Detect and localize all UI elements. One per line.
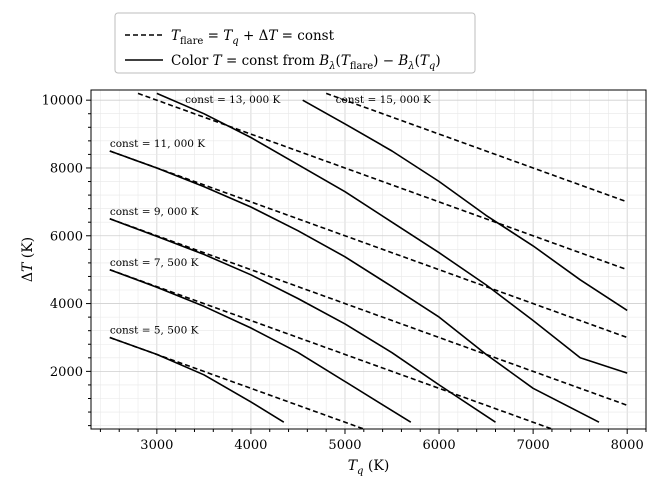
series-layer [109, 92, 628, 429]
solid-series-line-7500 [109, 268, 412, 423]
solid-series-line-13000 [156, 92, 628, 374]
x-tick-label: 3000 [140, 438, 173, 453]
dashed-series-line-9000 [109, 218, 628, 407]
solid-series-line-5500 [109, 336, 285, 423]
dashed-series-line-11000 [109, 150, 628, 339]
legend-entry-solid: Color T = const from Bλ(Tflare) − Bλ(Tq) [171, 53, 441, 72]
x-axis-label: Tq (K) [348, 458, 390, 477]
dashed-series-line-15000 [325, 92, 628, 203]
solid-series-line-11000 [109, 150, 600, 423]
y-tick-label: 8000 [50, 161, 83, 176]
x-tick-label: 7000 [517, 438, 550, 453]
solid-series-line-15000 [302, 99, 628, 312]
solid-series-line-9000 [109, 218, 496, 423]
annotation-label: const = 9, 000 K [110, 206, 199, 218]
legend: Tflare = Tq + ΔT = const Color T = const… [114, 12, 476, 74]
y-tick-label: 6000 [50, 229, 83, 244]
annotation-label: const = 7, 500 K [110, 257, 199, 269]
x-tick-label: 6000 [423, 438, 456, 453]
dashed-series-line-13000 [137, 92, 628, 271]
legend-entry-dashed: Tflare = Tq + ΔT = const [171, 28, 335, 47]
dashed-series-line-7500 [109, 268, 553, 429]
plot-frame [90, 89, 647, 430]
legend-box [114, 12, 476, 74]
x-tick-label: 8000 [611, 438, 644, 453]
y-tick-label: 4000 [50, 297, 83, 312]
annotation-label: const = 11, 000 K [110, 138, 205, 150]
x-tick-label: 5000 [328, 438, 361, 453]
y-tick-label: 2000 [50, 365, 83, 380]
ticks: 3000 4000 5000 6000 7000 8000 2000 4000 6000 8000… [42, 94, 647, 453]
annotation-label: const = 15, 000 K [336, 94, 431, 106]
y-tick-label: 10000 [42, 94, 83, 109]
annotation-label: const = 5, 500 K [110, 325, 199, 337]
grid [91, 90, 647, 429]
y-axis-label: ΔT (K) [20, 237, 36, 282]
x-tick-label: 4000 [234, 438, 267, 453]
annotations: const = 13, 000 K const = 15, 000 K const … [110, 94, 431, 337]
annotation-label: const = 13, 000 K [185, 94, 280, 106]
